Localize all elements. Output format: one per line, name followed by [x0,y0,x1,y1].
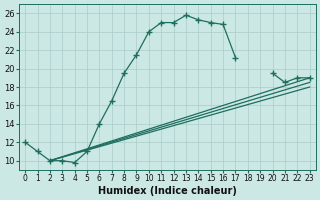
X-axis label: Humidex (Indice chaleur): Humidex (Indice chaleur) [98,186,237,196]
